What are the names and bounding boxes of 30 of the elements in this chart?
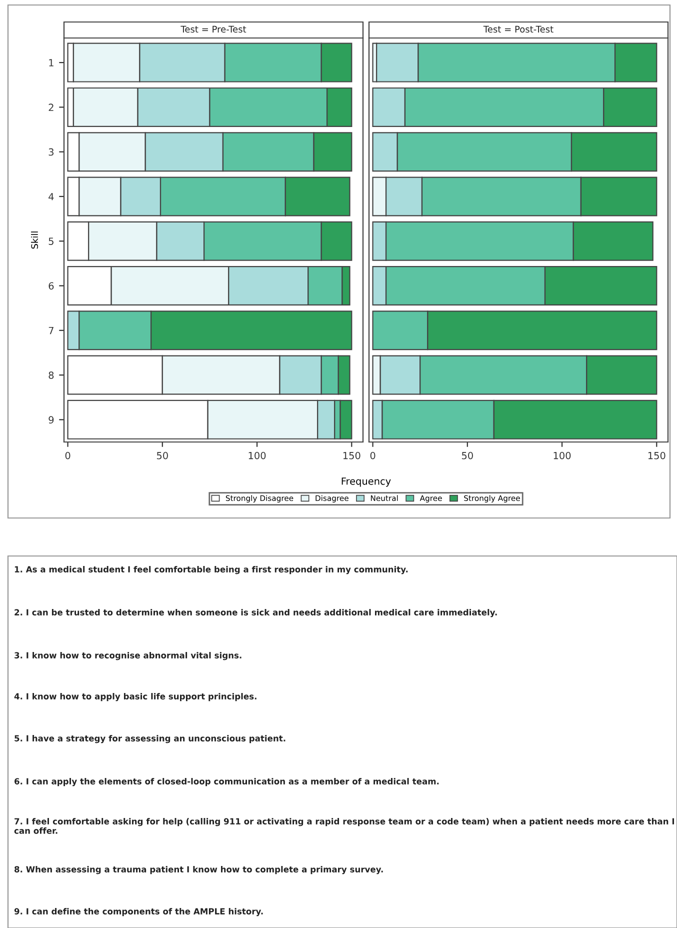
text: 2. I can be trusted to determine when someone is sick and needs additional medical care immediately. [14, 609, 497, 618]
text: 3. I know how to recognise abnormal vital signs. [14, 652, 242, 660]
y-axis-title: Skill [31, 232, 38, 249]
x-tick-label: 100 [248, 452, 266, 460]
chart-title: Test = Post-Test [483, 26, 554, 33]
x-tick-label: 150 [343, 452, 360, 460]
chart-title: Test = Pre-Test [180, 26, 246, 33]
x-tick-label: 50 [156, 452, 168, 460]
y-tick-label: 7 [48, 327, 54, 334]
text: 7. I feel comfortable asking for help (calling 911 or activating a rapid response team or a code team) when a patient needs more care than I can offer. [14, 818, 674, 834]
text: 9. I can define the components of the AMPLE history. [14, 908, 263, 916]
y-tick-label: 1 [49, 59, 54, 66]
x-tick-label: 0 [65, 452, 70, 460]
x-tick-label: 100 [554, 452, 571, 460]
text: 8. When assessing a trauma patient I know how to complete a primary survey. [14, 866, 383, 874]
y-tick-label: 6 [48, 282, 54, 290]
x-tick-label: 150 [648, 452, 666, 460]
text: 1. As a medical student I feel comfortable being a first responder in my community. [14, 566, 408, 574]
y-tick-label: 5 [48, 238, 54, 245]
y-tick-label: 8 [48, 372, 54, 379]
x-tick-label: 0 [370, 452, 376, 460]
text: 6. I can apply the elements of closed-loop communication as a member of a medical team. [14, 778, 439, 786]
y-tick-label: 4 [48, 193, 54, 200]
x-tick-label: 50 [462, 452, 473, 460]
text: 5. I have a strategy for assessing an unconscious patient. [14, 735, 286, 744]
y-tick-label: 9 [48, 416, 54, 424]
y-tick-label: 3 [48, 148, 54, 156]
y-tick-label: 2 [48, 104, 54, 111]
text: 4. I know how to apply basic life support principles. [14, 693, 256, 702]
x-axis-title: Frequency [342, 478, 391, 487]
